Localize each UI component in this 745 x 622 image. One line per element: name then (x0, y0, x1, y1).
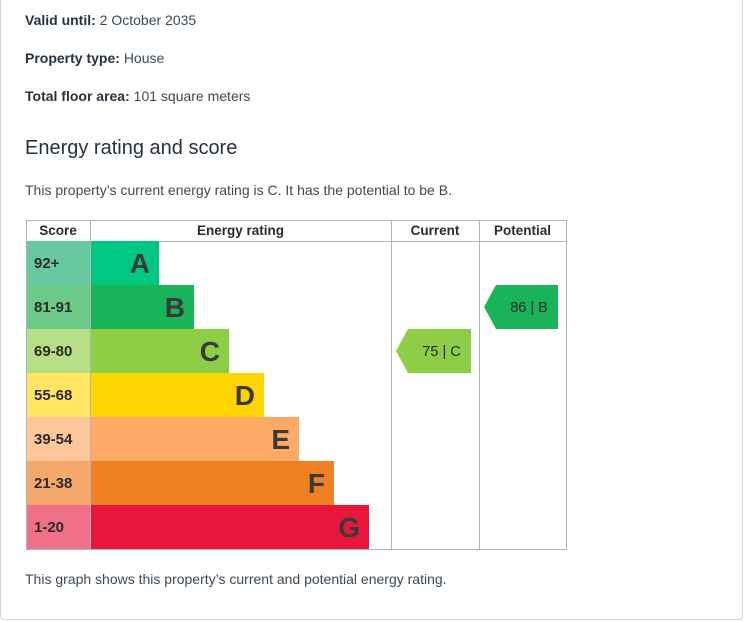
score-label-c: 69-80 (34, 343, 72, 360)
score-label-b: 81-91 (34, 299, 72, 316)
floor-area-value: 101 square meters (133, 88, 251, 104)
rating-letter-a: A (130, 248, 150, 279)
potential-rating-label: 86 | B (510, 300, 548, 316)
chart-caption: This graph shows this property’s current… (25, 571, 447, 587)
header-potential: Potential (494, 223, 551, 238)
current-rating-arrow (396, 329, 471, 373)
header-score: Score (39, 223, 77, 238)
valid-until-row: Valid until: 2 October 2035 (25, 12, 196, 28)
potential-rating-arrow (484, 285, 558, 329)
score-label-g: 1-20 (34, 519, 64, 536)
score-cell-a (27, 241, 90, 285)
rating-letter-g: G (338, 512, 360, 543)
rating-letter-e: E (271, 424, 290, 455)
score-label-f: 21-38 (34, 475, 72, 492)
rating-bar-c (91, 329, 229, 373)
property-type-row: Property type: House (25, 50, 164, 66)
score-label-d: 55-68 (34, 387, 72, 404)
rating-bar-a (91, 241, 159, 285)
rating-bar-f (91, 461, 334, 505)
rating-summary: This property’s current energy rating is… (25, 182, 452, 198)
score-label-a: 92+ (34, 255, 60, 272)
header-current: Current (411, 223, 460, 238)
score-cell-e (27, 417, 90, 461)
valid-until-label: Valid until: (25, 12, 96, 28)
floor-area-row: Total floor area: 101 square meters (25, 88, 250, 104)
section-heading: Energy rating and score (25, 137, 238, 159)
rating-letter-b: B (165, 292, 185, 323)
score-cell-f (27, 461, 90, 505)
rating-bar-e (91, 417, 299, 461)
property-type-value: House (123, 50, 165, 66)
rating-bar-g (91, 505, 369, 549)
score-label-e: 39-54 (34, 431, 73, 448)
rating-letter-f: F (308, 468, 325, 499)
rating-letter-c: C (200, 336, 220, 367)
rating-bar-d (91, 373, 264, 417)
current-rating-label: 75 | C (422, 344, 460, 360)
chart-frame (26, 220, 567, 550)
score-cell-b (27, 285, 90, 329)
header-energy-rating: Energy rating (197, 223, 284, 238)
rating-letter-d: D (235, 380, 255, 411)
score-cell-c (27, 329, 90, 373)
valid-until-value: 2 October 2035 (99, 12, 197, 28)
rating-bar-b (91, 285, 194, 329)
property-type-label: Property type: (25, 50, 120, 66)
score-cell-g (27, 505, 90, 549)
floor-area-label: Total floor area: (25, 88, 130, 104)
score-cell-d (27, 373, 90, 417)
